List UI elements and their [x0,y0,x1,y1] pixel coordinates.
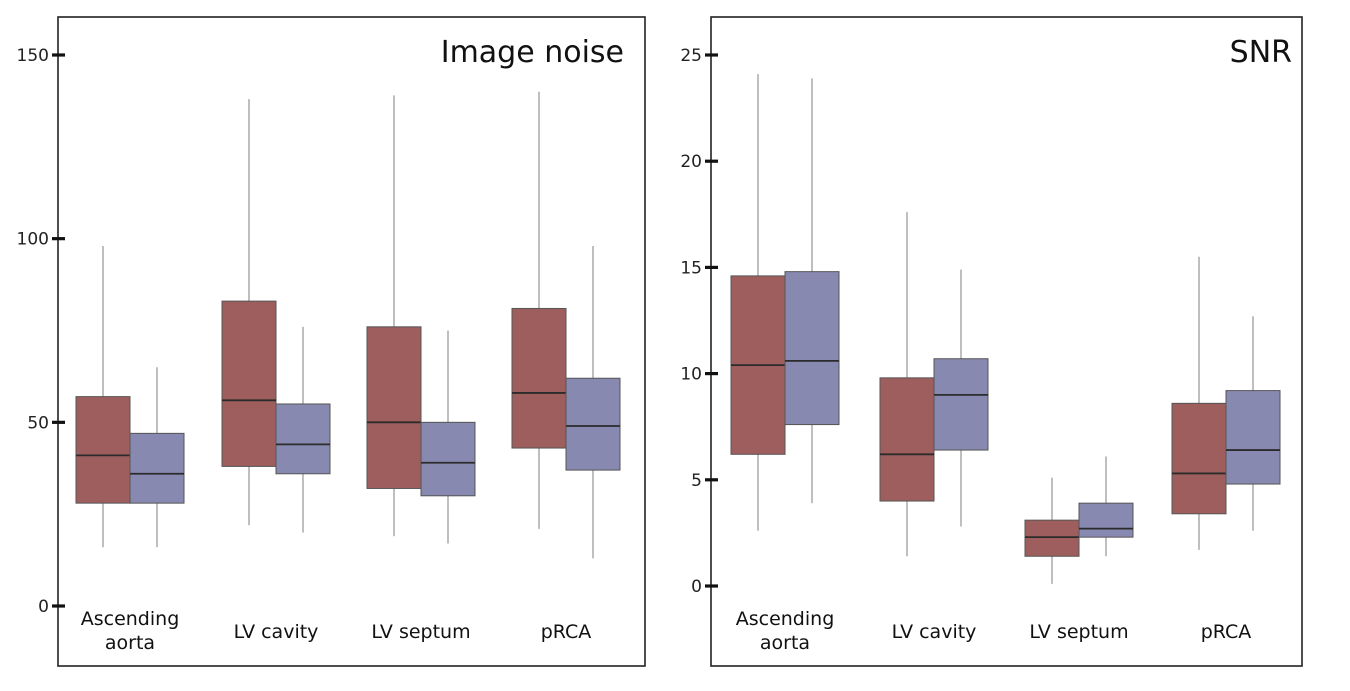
category-label: LV septum [371,621,470,643]
box-1-3 [1024,477,1080,584]
box-iqr [511,307,567,449]
plot-frame [710,16,1303,667]
box-iqr [420,421,476,497]
box-2-2 [933,269,989,527]
y-tick-label: 50 [27,413,49,433]
panel-title: Image noise [441,35,624,70]
box-iqr [879,377,935,502]
box-1-1 [75,246,131,548]
box-iqr [1171,402,1227,515]
box-iqr [933,358,989,451]
box-iqr [275,403,331,475]
box-2-4 [565,246,621,559]
category-label: LV cavity [892,621,977,643]
y-tick-label: 150 [17,46,49,66]
box-iqr [366,326,422,489]
category-label: pRCA [1201,621,1252,643]
box-1-2 [879,212,935,557]
chart-panel-1: Image noise 0 50 100 150 Ascending aorta LV cav… [17,16,646,667]
box-2-4 [1225,316,1281,531]
category-label: LV cavity [234,621,319,643]
y-tick-label: 20 [680,152,702,172]
y-tick-label: 0 [38,597,49,617]
box-2-1 [129,367,185,548]
y-tick-label: 5 [691,471,702,491]
y-tick-label: 25 [680,46,702,66]
y-tick-label: 100 [17,230,49,250]
box-1-4 [1171,256,1227,550]
category-label: LV septum [1029,621,1128,643]
box-iqr [221,300,277,467]
plot-frame [57,16,646,667]
box-1-2 [221,99,277,526]
box-iqr [565,377,621,471]
y-tick-label: 0 [691,577,702,597]
box-2-3 [420,330,476,544]
box-iqr [129,432,185,504]
y-tick-label: 15 [680,258,702,278]
box-2-3 [1078,456,1134,557]
chart-panel-2: SNR 0 5 10 15 20 25 Ascending aorta LV cavity LV s… [680,16,1303,667]
category-label: pRCA [541,621,592,643]
box-iqr [1225,390,1281,485]
box-iqr [75,396,131,504]
y-tick-label: 10 [680,365,702,385]
box-2-1 [784,78,840,504]
box-1-4 [511,91,567,529]
box-2-2 [275,326,331,533]
box-iqr [1024,519,1080,557]
box-iqr [784,271,840,426]
box-iqr [1078,502,1134,538]
panel-title: SNR [1230,35,1292,70]
category-label: Ascending aorta [736,608,835,654]
category-label: Ascending aorta [81,608,180,654]
box-1-1 [730,74,786,531]
box-1-3 [366,95,422,537]
